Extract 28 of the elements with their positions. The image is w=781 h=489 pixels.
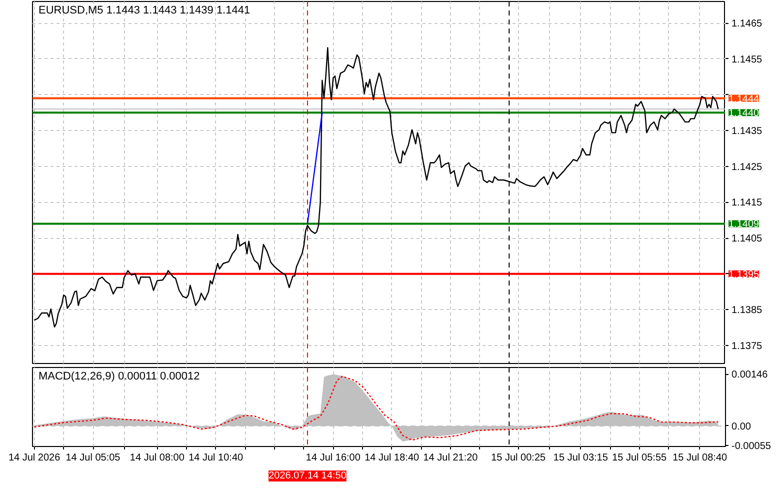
chart-title: EURUSD,M5 1.1443 1.1443 1.1439 1.1441 xyxy=(38,4,250,16)
y-tick-label: 1.1425 xyxy=(732,162,763,173)
y-tick-label: -0.00055 xyxy=(732,440,772,452)
y-tick-label: 1.1465 xyxy=(732,18,763,30)
y-tick-label: 0.00146 xyxy=(732,370,768,381)
x-tick-label: 14 Jul 18:40 xyxy=(364,452,420,464)
y-tick-label: 1.1385 xyxy=(732,305,763,316)
x-tick-label: 15 Jul 03:15 xyxy=(553,452,608,464)
x-tick-label: 14 Jul 2026 xyxy=(8,452,61,464)
chart-title: MACD(12,26,9) 0.00011 0.00012 xyxy=(38,370,200,382)
ref-line-label: 1.1444 xyxy=(728,94,760,105)
x-tick-label: 14 Jul 16:00 xyxy=(306,452,361,464)
ref-line-label: 2026.07.14 14:50 xyxy=(268,470,347,482)
ref-line-label: 1.1409 xyxy=(728,219,760,230)
y-tick-label: 1.1435 xyxy=(732,126,763,138)
y-tick-label: 1.1375 xyxy=(732,341,763,352)
x-tick-label: 14 Jul 21:20 xyxy=(423,452,478,464)
y-tick-label: 1.1455 xyxy=(732,54,763,66)
y-tick-label: 1.1415 xyxy=(732,198,763,209)
y-tick-label: 0.00 xyxy=(732,421,752,432)
y-tick-label: 1.1405 xyxy=(732,234,763,245)
x-tick-label: 15 Jul 08:40 xyxy=(672,452,728,464)
ref-line-label: 1.1395 xyxy=(728,269,760,280)
x-tick-label: 15 Jul 00:25 xyxy=(491,452,546,464)
x-tick-label: 14 Jul 10:40 xyxy=(188,452,244,464)
x-tick-label: 14 Jul 08:00 xyxy=(130,452,185,464)
x-tick-label: 15 Jul 05:55 xyxy=(612,452,668,464)
x-tick-label: 14 Jul 05:05 xyxy=(66,452,121,464)
